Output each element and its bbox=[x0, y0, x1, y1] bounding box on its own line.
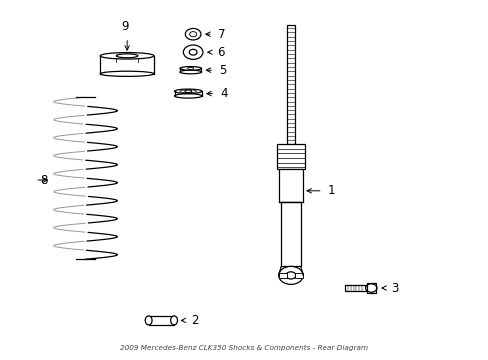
Bar bbox=[345, 285, 366, 291]
Ellipse shape bbox=[180, 67, 201, 70]
Text: 4: 4 bbox=[220, 87, 227, 100]
Text: 7: 7 bbox=[217, 28, 224, 41]
Bar bbox=[276, 144, 305, 169]
Text: 1: 1 bbox=[327, 184, 334, 197]
Text: 6: 6 bbox=[217, 46, 224, 59]
Bar bbox=[148, 316, 174, 325]
Bar bbox=[295, 273, 303, 278]
Text: 5: 5 bbox=[219, 64, 226, 77]
Text: 2009 Mercedes-Benz CLK350 Shocks & Components - Rear Diagram: 2009 Mercedes-Benz CLK350 Shocks & Compo… bbox=[120, 345, 368, 351]
Circle shape bbox=[278, 266, 303, 284]
Ellipse shape bbox=[100, 71, 154, 76]
Ellipse shape bbox=[170, 316, 177, 325]
Ellipse shape bbox=[174, 94, 202, 98]
Ellipse shape bbox=[184, 90, 191, 93]
Text: 9: 9 bbox=[121, 21, 128, 33]
Bar bbox=[286, 25, 295, 144]
Ellipse shape bbox=[180, 70, 201, 74]
Text: 2: 2 bbox=[190, 314, 198, 327]
Text: 3: 3 bbox=[390, 282, 398, 294]
Ellipse shape bbox=[187, 67, 193, 69]
Ellipse shape bbox=[116, 54, 138, 58]
Bar bbox=[278, 273, 286, 278]
Ellipse shape bbox=[145, 316, 152, 325]
Ellipse shape bbox=[100, 53, 154, 59]
Circle shape bbox=[185, 28, 201, 40]
Ellipse shape bbox=[174, 89, 202, 94]
Circle shape bbox=[183, 45, 203, 59]
Bar bbox=[366, 283, 375, 293]
Text: 8: 8 bbox=[40, 174, 47, 186]
Bar bbox=[278, 169, 303, 202]
Bar bbox=[281, 202, 300, 266]
